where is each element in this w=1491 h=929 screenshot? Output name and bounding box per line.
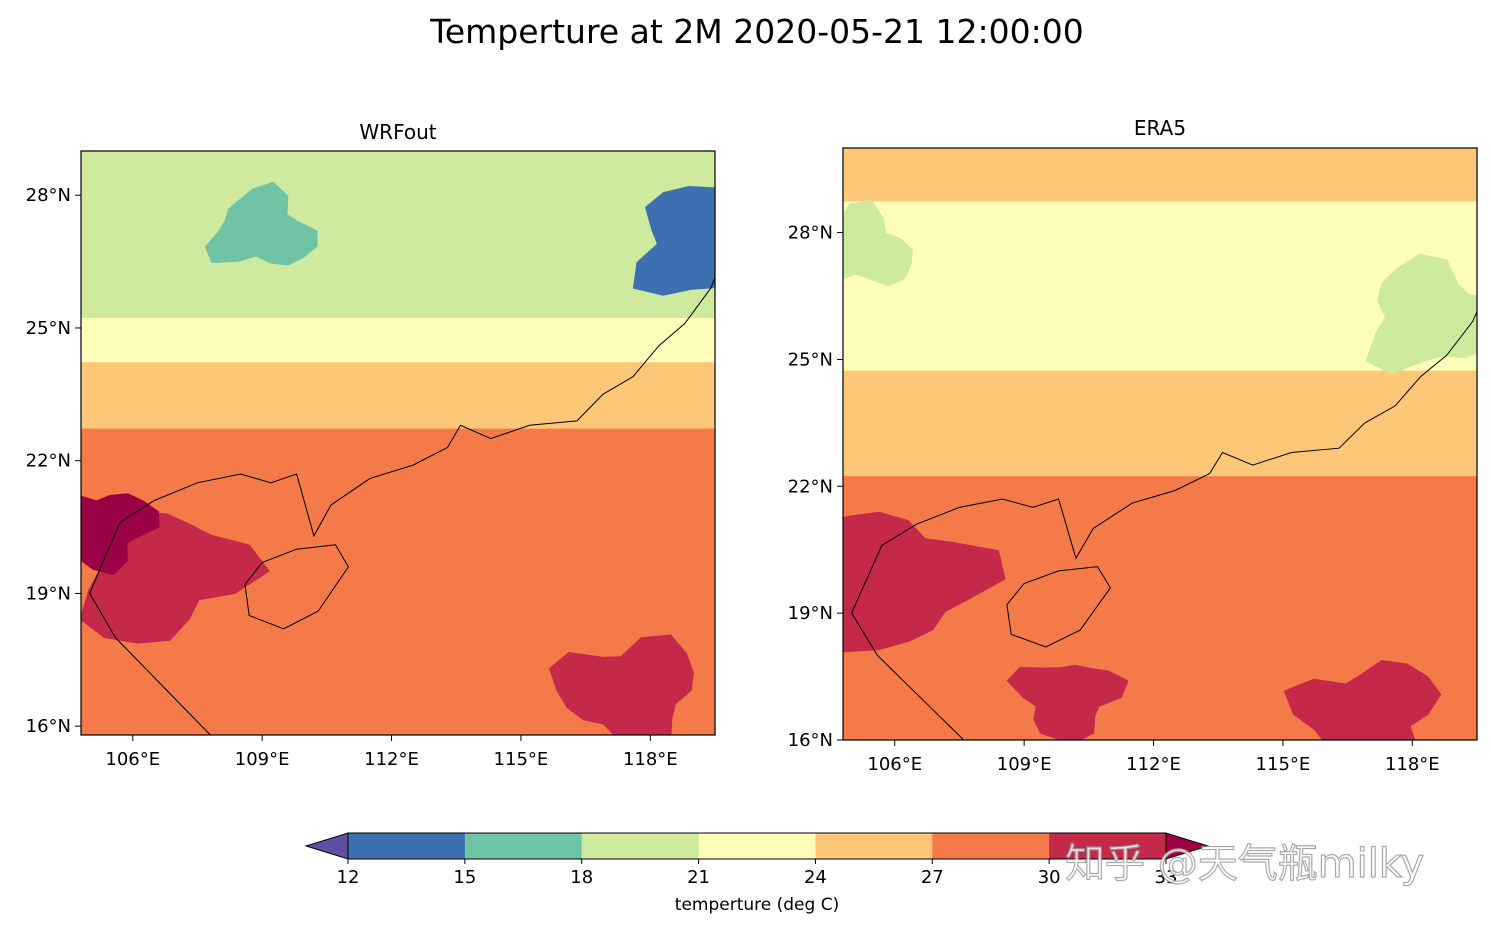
ticks-era5: 106°E 109°E 112°E 115°E 118°E 16°N 19°N 22°N 25°…	[788, 223, 1440, 775]
colorbar: 12 15 18 21 24 27 30 33	[304, 832, 1210, 888]
x-tick-label: 115°E	[494, 749, 549, 770]
contour-patch	[1006, 664, 1129, 740]
x-tick-label: 118°E	[1385, 754, 1440, 775]
contour-band	[843, 476, 1477, 740]
y-tick-label: 19°N	[26, 583, 71, 604]
y-tick-label: 28°N	[26, 185, 71, 206]
y-tick-label: 22°N	[26, 451, 71, 472]
colorbar-frame	[347, 832, 1167, 860]
x-tick-label: 106°E	[867, 754, 922, 775]
contour-patch	[548, 634, 694, 735]
y-tick-label: 19°N	[788, 603, 833, 624]
colorbar-segment	[464, 833, 583, 859]
y-tick-label: 16°N	[788, 730, 833, 751]
temperature-field-wrfout	[81, 151, 715, 735]
contour-band	[81, 428, 715, 735]
contour-band	[843, 201, 1477, 389]
coastline-path	[851, 310, 1477, 614]
x-tick-label: 115°E	[1256, 754, 1311, 775]
panel-title-wrfout: WRFout	[359, 120, 436, 144]
x-tick-label: 118°E	[623, 749, 678, 770]
y-tick-label: 25°N	[788, 349, 833, 370]
y-tick-label: 22°N	[788, 476, 833, 497]
contour-patch	[204, 181, 318, 266]
panel-wrfout: WRFout 106°E 109°E 112°E 115°E 118°E 16°N 19°N…	[26, 120, 716, 770]
axes-frame-wrfout	[80, 150, 716, 736]
colorbar-segment	[698, 833, 816, 859]
x-tick-label: 109°E	[235, 749, 290, 770]
y-tick-label: 28°N	[788, 223, 833, 244]
x-tick-label: 112°E	[1126, 754, 1181, 775]
hainan-island-outline	[244, 544, 349, 630]
colorbar-segment	[1049, 833, 1167, 859]
colorbar-tick-label: 24	[804, 867, 827, 888]
colorbar-segment	[932, 833, 1050, 859]
axes-frame-era5	[842, 147, 1478, 741]
colorbar-tick-label: 21	[687, 867, 710, 888]
temperature-field-era5	[843, 148, 1477, 740]
coastline-era5	[851, 310, 1477, 740]
ticks-wrfout: 106°E 109°E 112°E 115°E 118°E 16°N 19°N 22°N 25°…	[26, 185, 678, 770]
contour-patch	[843, 199, 913, 287]
colorbar-tick-label: 30	[1038, 867, 1061, 888]
contour-patch	[843, 511, 1006, 653]
colorbar-segment	[815, 833, 933, 859]
coastline-wrfout	[89, 276, 715, 735]
contour-patch	[632, 186, 715, 296]
colorbar-label: temperture (deg C)	[675, 895, 839, 915]
y-tick-label: 16°N	[26, 716, 71, 737]
hainan-island-outline	[1006, 566, 1111, 648]
colorbar-under-arrow	[304, 832, 349, 860]
colorbar-segment	[581, 833, 700, 859]
colorbar-tick-label: 15	[453, 867, 476, 888]
coastline-path	[89, 593, 212, 735]
contour-band	[81, 151, 715, 337]
x-tick-label: 112°E	[364, 749, 419, 770]
contour-band	[81, 362, 715, 447]
colorbar-tick-label: 18	[570, 867, 593, 888]
contour-patch	[1283, 660, 1442, 740]
colorbar-tick-label: 12	[337, 867, 360, 888]
contour-patch	[81, 493, 160, 576]
colorbar-segment	[348, 833, 466, 859]
x-tick-label: 106°E	[105, 749, 160, 770]
x-tick-label: 109°E	[997, 754, 1052, 775]
y-tick-label: 25°N	[26, 318, 71, 339]
panel-title-era5: ERA5	[1134, 116, 1186, 140]
colorbar-tick-label: 27	[921, 867, 944, 888]
colorbar-tick-label: 33	[1155, 867, 1178, 888]
coastline-path	[89, 276, 715, 594]
panel-era5: ERA5 106°E 109°E 112°E 115°E 118°E 16°N 19°N 22…	[788, 116, 1478, 775]
contour-band	[843, 370, 1477, 494]
coastline-path	[851, 612, 965, 740]
watermark-text: 知乎 @天气瓶milky	[1065, 841, 1424, 887]
figure-suptitle: Temperture at 2M 2020-05-21 12:00:00	[429, 12, 1083, 51]
contour-patch	[1365, 253, 1477, 375]
